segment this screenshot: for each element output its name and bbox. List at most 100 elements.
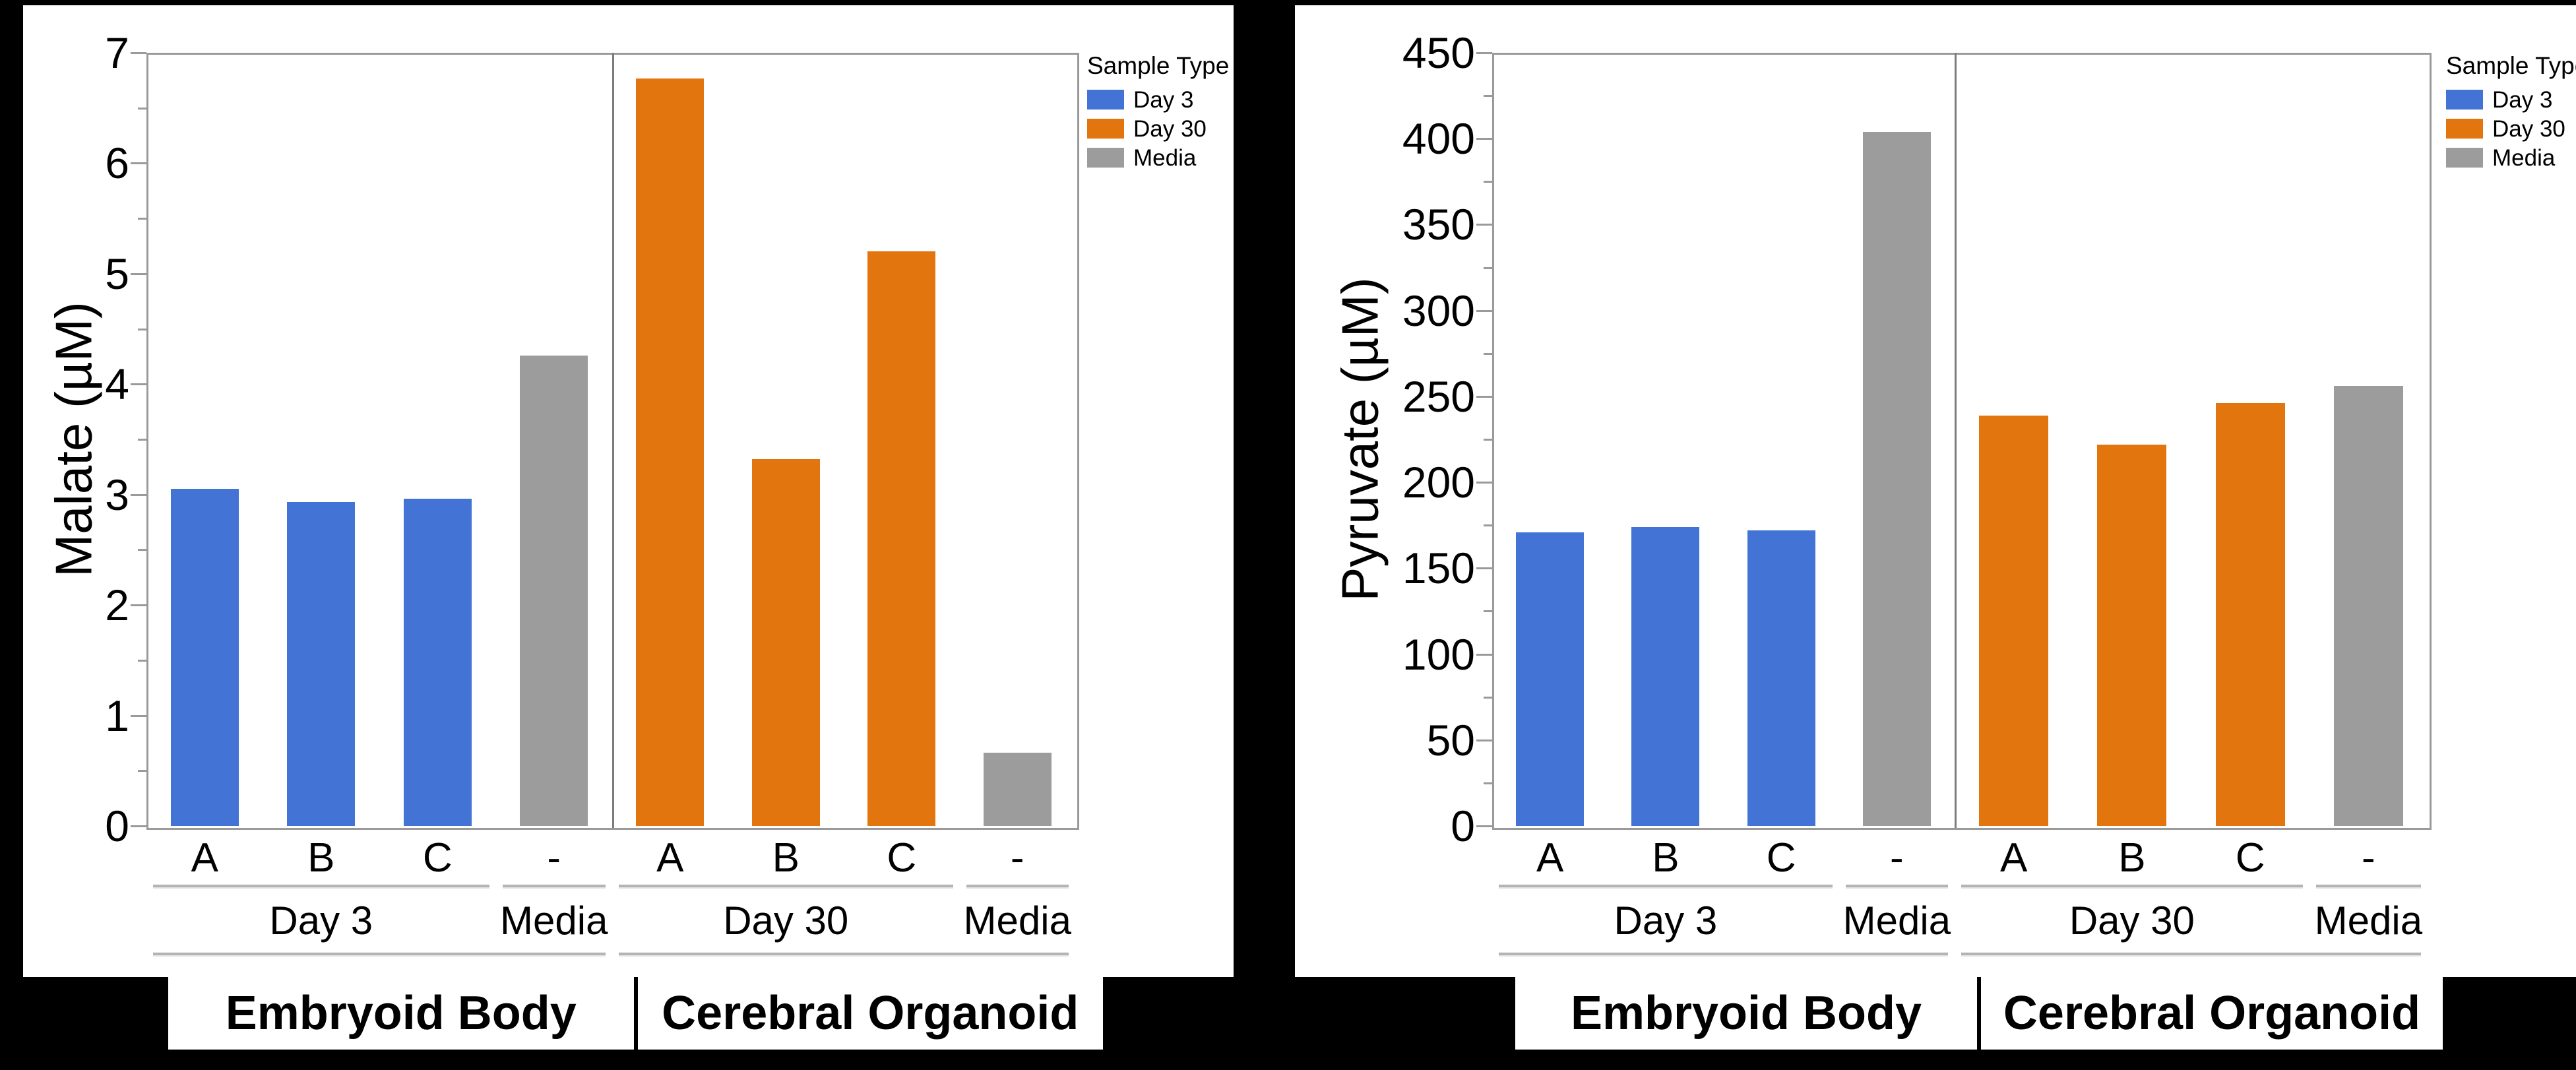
y-axis-tick-label: 250 bbox=[1402, 371, 1475, 421]
legend-item-day-3: Day 3 bbox=[2446, 86, 2576, 113]
legend-swatch-day3 bbox=[2446, 90, 2483, 110]
bar-media bbox=[520, 355, 588, 826]
group-label: Media bbox=[1842, 898, 1951, 943]
legend-item-label: Day 30 bbox=[1133, 115, 1207, 142]
legend-swatch-day30 bbox=[1087, 119, 1124, 139]
legend-item-media: Media bbox=[1087, 144, 1252, 171]
x-axis-tick-label: A bbox=[1999, 835, 2028, 881]
supergroup-bracket bbox=[1961, 953, 2421, 957]
y-axis-tick-label: 150 bbox=[1402, 544, 1475, 593]
supergroup-divider-line bbox=[633, 977, 638, 1050]
y-axis-major-tick bbox=[1476, 567, 1492, 570]
y-axis-minor-tick bbox=[1484, 782, 1492, 784]
x-axis-tick-label: - bbox=[1010, 835, 1024, 881]
bar-day-3-a bbox=[171, 489, 239, 826]
y-axis-major-tick bbox=[1476, 395, 1492, 398]
bar-media bbox=[2334, 386, 2403, 826]
legend-item-day-30: Day 30 bbox=[2446, 115, 2576, 142]
bar-day-30-b bbox=[2097, 444, 2166, 826]
y-axis-major-tick bbox=[131, 162, 146, 165]
y-axis-minor-tick bbox=[138, 328, 146, 330]
x-axis-tick-label: C bbox=[2235, 835, 2265, 881]
legend-item-label: Day 3 bbox=[2492, 86, 2553, 113]
group-label: Day 30 bbox=[2069, 898, 2195, 943]
bar-day-30-c bbox=[867, 251, 935, 826]
group-bracket bbox=[1845, 885, 1948, 889]
legend-swatch-day3 bbox=[1087, 90, 1124, 110]
bar-day-3-c bbox=[404, 499, 472, 826]
y-axis-minor-tick bbox=[1484, 696, 1492, 699]
y-axis-minor-tick bbox=[1484, 181, 1492, 183]
bar-day-30-a bbox=[1979, 415, 2048, 826]
group-bracket bbox=[619, 885, 953, 889]
bar-day-30-c bbox=[2216, 403, 2285, 826]
pyruvate-panel-divider-line bbox=[1955, 53, 1957, 828]
bar-day-3-a bbox=[1516, 532, 1584, 826]
bar-day-3-c bbox=[1747, 530, 1815, 826]
pyruvate-legend: Sample Type Day 3 Day 30 Media bbox=[2446, 51, 2576, 170]
group-bracket bbox=[1961, 885, 2303, 889]
legend-item-label: Day 30 bbox=[2492, 115, 2565, 142]
y-axis-major-tick bbox=[131, 825, 146, 827]
y-axis-major-tick bbox=[131, 604, 146, 607]
y-axis-tick-label: 350 bbox=[1402, 200, 1475, 249]
group-label: Day 3 bbox=[1614, 898, 1718, 943]
x-axis-tick-label: - bbox=[547, 835, 561, 881]
bar-day-3-b bbox=[287, 502, 355, 826]
y-axis-minor-tick bbox=[138, 770, 146, 772]
bar-day-30-b bbox=[752, 459, 820, 826]
group-bracket bbox=[2315, 885, 2421, 889]
x-axis-tick-label: B bbox=[1652, 835, 1680, 881]
legend-item-label: Day 3 bbox=[1133, 86, 1194, 113]
x-axis-tick-label: A bbox=[191, 835, 218, 881]
x-axis-tick-label: - bbox=[2362, 835, 2375, 881]
y-axis-tick-label: 5 bbox=[105, 249, 129, 298]
legend-item-media: Media bbox=[2446, 146, 2576, 170]
group-label: Media bbox=[963, 898, 1071, 943]
y-axis-major-tick bbox=[131, 714, 146, 717]
y-axis-tick-label: 0 bbox=[1451, 802, 1475, 850]
group-label: Media bbox=[500, 898, 608, 943]
x-axis-tick-label: A bbox=[656, 835, 684, 881]
x-axis-tick-label: A bbox=[1536, 835, 1564, 881]
y-axis-tick-label: 3 bbox=[105, 470, 129, 519]
supergroup-label-embryoid-body: Embryoid Body bbox=[1570, 987, 1922, 1040]
legend-item-day-3: Day 3 bbox=[1087, 86, 1252, 113]
bar-media bbox=[1863, 131, 1931, 826]
y-axis-tick-label: 100 bbox=[1402, 629, 1475, 679]
y-axis-tick-label: 7 bbox=[105, 28, 129, 77]
x-axis-tick-label: C bbox=[1766, 835, 1796, 881]
supergroup-label-cerebral-organoid: Cerebral Organoid bbox=[662, 987, 1079, 1040]
y-axis-tick-label: 1 bbox=[105, 691, 129, 740]
y-axis-minor-tick bbox=[1484, 439, 1492, 441]
y-axis-minor-tick bbox=[1484, 267, 1492, 269]
y-axis-minor-tick bbox=[138, 659, 146, 662]
y-axis-minor-tick bbox=[1484, 352, 1492, 355]
y-axis-major-tick bbox=[131, 493, 146, 496]
legend-swatch-media bbox=[2446, 148, 2483, 168]
malate-panel-divider-line bbox=[612, 53, 614, 828]
x-axis-tick-label: B bbox=[2118, 835, 2146, 881]
y-axis-major-tick bbox=[131, 272, 146, 275]
bar-day-30-a bbox=[636, 78, 704, 826]
group-label: Day 30 bbox=[723, 898, 849, 943]
malate-legend: Sample Type Day 3 Day 30 Media bbox=[1087, 51, 1252, 171]
y-axis-major-tick bbox=[1476, 825, 1492, 827]
x-axis-tick-label: B bbox=[307, 835, 335, 881]
malate-y-axis-title: Malate (µM) bbox=[44, 301, 103, 577]
y-axis-minor-tick bbox=[138, 218, 146, 220]
y-axis-tick-label: 300 bbox=[1402, 286, 1475, 335]
y-axis-tick-label: 6 bbox=[105, 139, 129, 188]
group-bracket bbox=[153, 885, 489, 889]
legend-item-label: Media bbox=[1133, 144, 1197, 171]
supergroup-divider-line bbox=[1977, 977, 1981, 1050]
supergroup-bracket bbox=[153, 953, 606, 957]
bar-day-3-b bbox=[1631, 526, 1699, 826]
y-axis-minor-tick bbox=[138, 549, 146, 551]
y-axis-minor-tick bbox=[1484, 524, 1492, 527]
x-axis-tick-label: C bbox=[422, 835, 453, 881]
legend-item-day-30: Day 30 bbox=[1087, 115, 1252, 142]
y-axis-major-tick bbox=[131, 383, 146, 386]
y-axis-major-tick bbox=[1476, 52, 1492, 54]
